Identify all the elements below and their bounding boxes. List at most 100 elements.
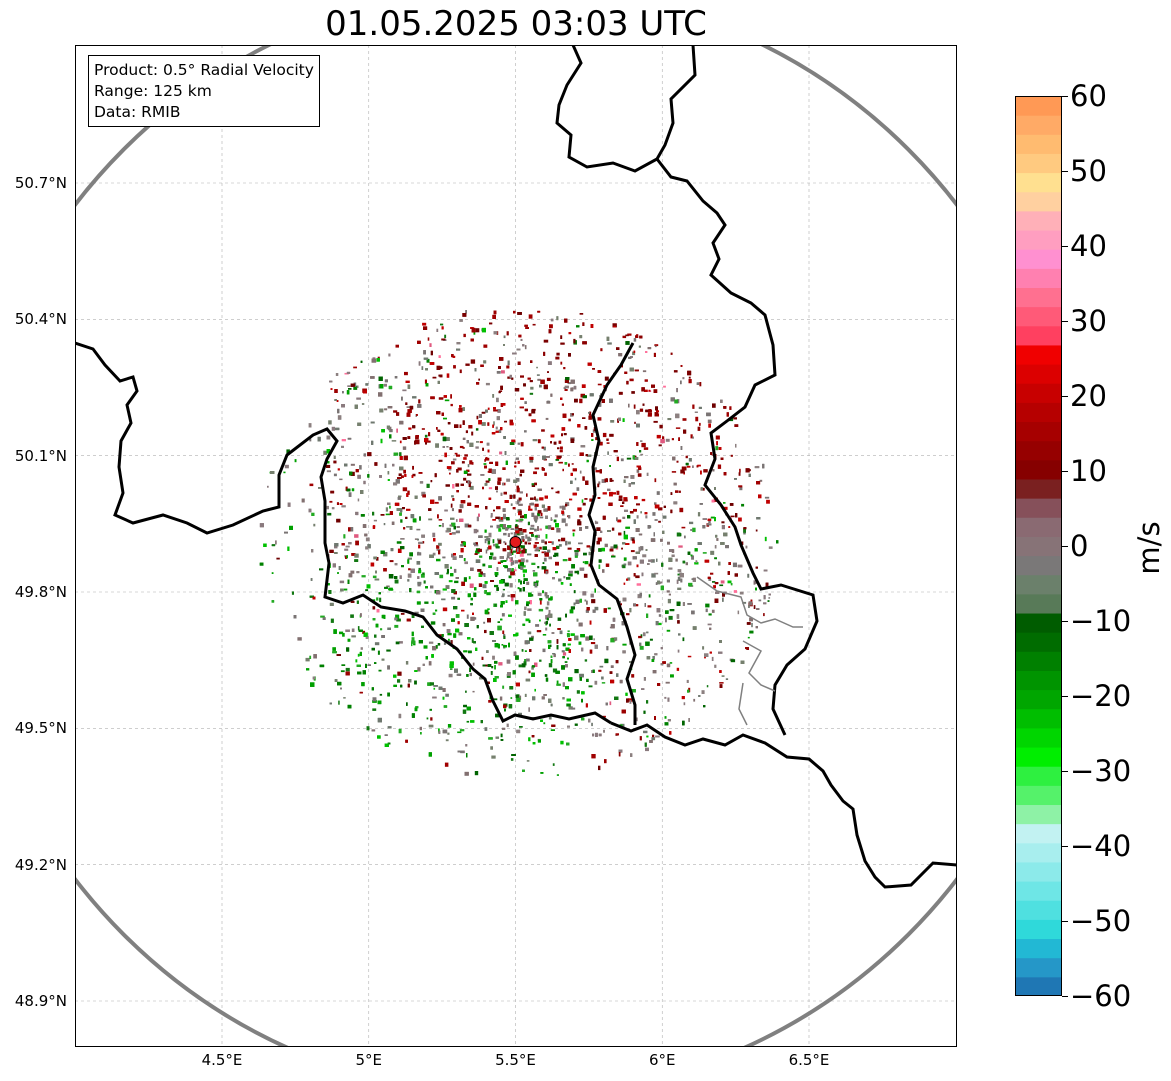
radar-echo [478, 583, 483, 587]
radar-echo [579, 335, 583, 339]
radar-echo [661, 562, 664, 567]
radar-echo [378, 392, 383, 397]
radar-echo [276, 557, 280, 560]
radar-echo [690, 434, 693, 439]
radar-echo [422, 322, 427, 326]
radar-echo [626, 698, 629, 703]
radar-echo [483, 664, 488, 667]
radar-echo [618, 495, 623, 499]
radar-echo [512, 507, 516, 510]
radar-echo [371, 358, 377, 363]
radar-echo [379, 408, 384, 413]
radar-echo [442, 446, 445, 448]
radar-echo [629, 367, 634, 372]
radar-echo [728, 562, 731, 565]
radar-echo [654, 502, 657, 505]
radar-echo [411, 475, 414, 478]
radar-echo [562, 656, 565, 659]
radar-echo [766, 499, 770, 504]
radar-echo [513, 634, 518, 637]
radar-echo [749, 630, 754, 634]
radar-echo [400, 508, 403, 513]
radar-echo [525, 559, 529, 563]
radar-echo [595, 521, 599, 524]
radar-echo [308, 508, 312, 513]
radar-echo [534, 583, 538, 588]
radar-echo [682, 560, 686, 564]
radar-echo [553, 654, 556, 658]
radar-echo [763, 569, 768, 572]
radar-echo [630, 550, 635, 553]
radar-map[interactable] [75, 45, 957, 1047]
radar-echo [556, 680, 559, 684]
radar-echo [421, 625, 424, 628]
radar-echo [366, 584, 371, 589]
radar-echo [738, 472, 741, 476]
radar-echo [563, 576, 566, 579]
radar-echo [520, 469, 525, 473]
radar-echo [676, 667, 680, 671]
radar-echo [616, 490, 620, 495]
radar-echo [344, 548, 349, 551]
radar-echo [263, 543, 267, 547]
radar-echo [395, 344, 399, 348]
radar-echo [465, 744, 468, 747]
radar-echo [419, 481, 424, 484]
radar-echo [676, 460, 679, 463]
radar-echo [495, 430, 500, 433]
radar-echo [409, 526, 413, 530]
radar-echo [571, 707, 576, 710]
radar-echo [625, 334, 629, 337]
radar-echo [734, 478, 737, 480]
radar-echo [485, 549, 488, 554]
radar-echo [759, 479, 763, 482]
radar-echo [463, 541, 466, 546]
lat-tick-label: 49.8°N [14, 583, 67, 601]
radar-echo [438, 459, 443, 462]
radar-echo [451, 354, 454, 358]
radar-echo [462, 420, 465, 425]
radar-echo [445, 693, 449, 697]
radar-echo [473, 542, 476, 545]
radar-echo [561, 505, 566, 510]
radar-echo [708, 578, 712, 581]
radar-echo [735, 443, 737, 448]
radar-echo [365, 663, 367, 668]
radar-echo [591, 599, 596, 604]
radar-echo [451, 553, 455, 558]
radar-echo [606, 646, 609, 651]
radar-echo [398, 473, 402, 477]
radar-echo [357, 671, 362, 675]
radar-echo [383, 552, 388, 557]
radar-echo [348, 527, 353, 532]
radar-echo [364, 533, 368, 537]
radar-echo [407, 573, 412, 578]
radar-echo [571, 564, 575, 569]
radar-echo [495, 736, 499, 739]
radar-echo [442, 588, 447, 591]
radar-echo [499, 556, 504, 559]
radar-echo [333, 629, 337, 634]
radar-echo [410, 568, 415, 573]
radar-echo [517, 442, 521, 445]
radar-echo [403, 469, 406, 474]
radar-echo [356, 664, 361, 667]
radar-echo [421, 534, 425, 538]
radar-echo [548, 716, 552, 720]
radar-echo [456, 348, 461, 351]
radar-echo [329, 549, 334, 553]
radar-echo [275, 540, 277, 545]
radar-echo [494, 665, 496, 670]
radar-echo [531, 483, 535, 486]
radar-echo [633, 338, 637, 342]
radar-echo [525, 327, 529, 329]
radar-echo [467, 495, 470, 498]
radar-echo [609, 548, 614, 552]
radar-echo [455, 628, 460, 633]
radar-echo [386, 585, 390, 588]
radar-echo [543, 694, 547, 696]
radar-echo [622, 542, 626, 545]
radar-echo [619, 679, 623, 684]
radar-echo [664, 722, 669, 726]
radar-echo [486, 650, 489, 653]
